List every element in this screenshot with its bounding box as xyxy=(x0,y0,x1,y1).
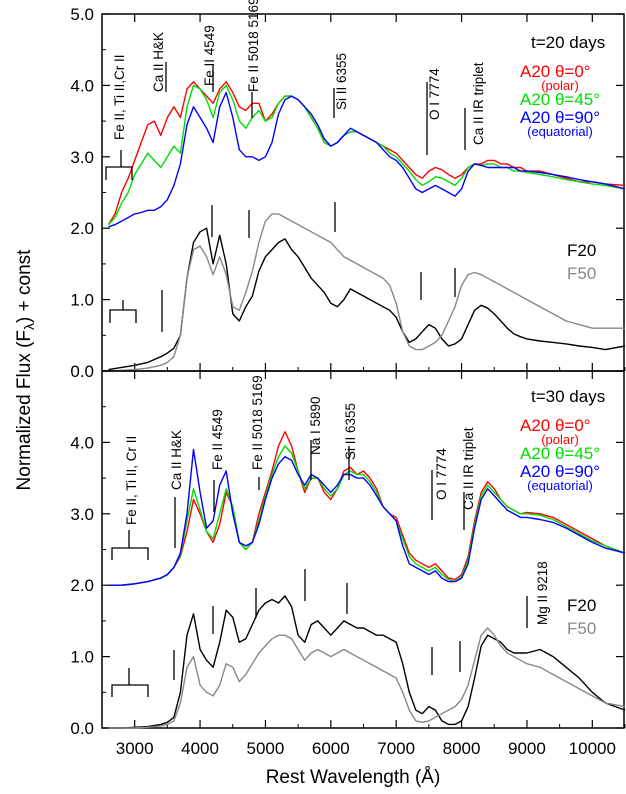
legend-entry: A20 θ=90° xyxy=(520,108,600,127)
legend-subtitle: (polar) xyxy=(541,78,579,93)
panel-top: 0.0 1.0 2.0 3.0 4.0 5.0 A20 θ=0°(polar)A20 θ=4… xyxy=(70,5,626,381)
bracket-marker xyxy=(111,668,149,697)
label-ca-hk-2: Ca II H&K xyxy=(169,430,184,490)
epoch-label-bottom: t=30 days xyxy=(531,387,605,406)
series-line xyxy=(108,445,626,586)
y-tick-label: 1.0 xyxy=(70,648,94,667)
series-line xyxy=(108,448,626,586)
panel-bottom: 0.0 1.0 2.0 3.0 4.0 3000 4000 5000 6000 7000 8000 9… xyxy=(70,370,626,758)
x-tick-label: 3000 xyxy=(116,739,154,758)
legend-subtitle: (equatorial) xyxy=(527,124,593,139)
x-tick-label: 7000 xyxy=(377,739,415,758)
x-tick-label: 9000 xyxy=(508,739,546,758)
y-axis-label: Normalized Flux (Fλ) + const xyxy=(14,249,37,491)
series-line xyxy=(108,227,626,371)
x-tick-label: 6000 xyxy=(312,739,350,758)
label-ca-ir: Ca II IR triplet xyxy=(471,62,486,145)
label-ca-ir-2: Ca II IR triplet xyxy=(461,427,476,510)
y-tick-label: 0.0 xyxy=(70,719,94,738)
legend-entry: A20 θ=0° xyxy=(520,416,591,435)
label-o-7774-2: O I 7774 xyxy=(434,448,449,500)
label-si-6355: Si II 6355 xyxy=(334,53,349,110)
y-tick-label: 4.0 xyxy=(70,433,94,452)
y-tick-label: 2.0 xyxy=(70,219,94,238)
series-line xyxy=(108,627,626,729)
label-fe-ti-cr: Fe II, Ti II,Cr II xyxy=(112,54,127,140)
legend-entry-f: F20 xyxy=(567,596,596,615)
legend-entry: A20 θ=45° xyxy=(520,444,600,463)
series-line xyxy=(108,91,626,228)
line-annotations-bottom: Fe II, Ti II, Cr II Ca II H&K Fe II 4549… xyxy=(124,375,605,625)
y-tick-label: 5.0 xyxy=(70,5,94,24)
label-mg-9218: Mg II 9218 xyxy=(535,561,550,625)
label-fe-5018-5169: Fe II 5018 5169 xyxy=(246,0,261,92)
bracket-marker xyxy=(109,300,137,323)
legend-subtitle: (polar) xyxy=(541,432,579,447)
x-tick-label: 8000 xyxy=(443,739,481,758)
legend-entry-f: F50 xyxy=(567,619,596,638)
y-tick-label: 2.0 xyxy=(70,576,94,595)
legend-entry: A20 θ=0° xyxy=(520,62,591,81)
bracket-marker xyxy=(105,150,133,180)
y-tick-label: 1.0 xyxy=(70,291,94,310)
legend-subtitle: (equatorial) xyxy=(527,478,593,493)
series-line xyxy=(108,595,626,729)
legend-entry: A20 θ=90° xyxy=(520,462,600,481)
legend-entry: A20 θ=45° xyxy=(520,90,600,109)
epoch-label-top: t=20 days xyxy=(531,33,605,52)
x-tick-label: 10000 xyxy=(569,739,616,758)
legend-entry-f: F50 xyxy=(567,264,596,283)
legend-entry-f: F20 xyxy=(567,241,596,260)
label-ca-hk: Ca II H&K xyxy=(151,32,166,92)
y-tick-label: 3.0 xyxy=(70,505,94,524)
line-annotations-top: Fe II, Ti II,Cr II Ca II H&K Fe II 4549 … xyxy=(112,0,605,145)
x-tick-label: 5000 xyxy=(247,739,285,758)
label-si-6355-2: Si II 6355 xyxy=(343,403,358,460)
label-fe-4549-2: Fe II 4549 xyxy=(210,409,225,470)
y-tick-label: 0.0 xyxy=(70,362,94,381)
label-o-7774: O I 7774 xyxy=(427,68,442,120)
y-tick-label: 4.0 xyxy=(70,76,94,95)
y-tick-label: 3.0 xyxy=(70,148,94,167)
label-fe-4549: Fe II 4549 xyxy=(202,25,217,86)
label-na-5890: Na I 5890 xyxy=(308,396,323,455)
label-fe-5018-5169-2: Fe II 5018 5169 xyxy=(250,375,265,470)
series-line xyxy=(108,213,625,372)
x-tick-label: 4000 xyxy=(181,739,219,758)
label-fe-ti-cr-2: Fe II, Ti II, Cr II xyxy=(124,436,139,525)
x-axis-label: Rest Wavelength (Å) xyxy=(266,767,441,788)
bracket-marker xyxy=(111,530,149,560)
